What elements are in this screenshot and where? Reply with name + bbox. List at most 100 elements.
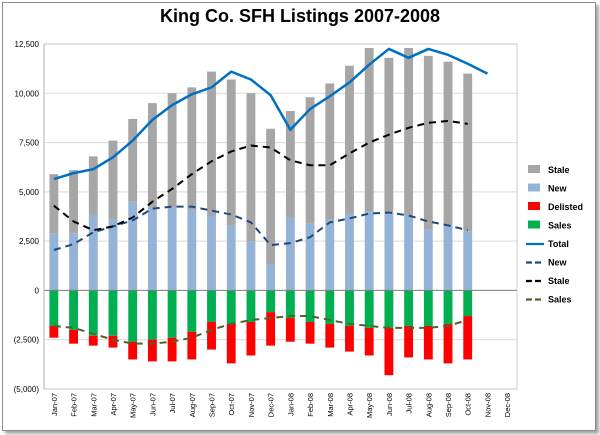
bar-delisted <box>49 325 59 338</box>
legend-label: Total <box>548 239 569 249</box>
bar-stale <box>285 111 295 218</box>
bar-new <box>423 229 433 291</box>
bar-sales <box>128 290 138 342</box>
bar-delisted <box>167 337 177 362</box>
bar-sales <box>167 290 177 338</box>
bar-sales <box>285 290 295 319</box>
bar-delisted <box>69 329 78 344</box>
legend-swatch <box>528 220 540 229</box>
bar-sales <box>443 290 453 324</box>
bar-sales <box>364 290 374 328</box>
bar-stale <box>128 118 138 202</box>
x-tick-label: Feb-08 <box>306 393 315 417</box>
x-tick-label: Oct-08 <box>464 393 473 416</box>
bar-new <box>147 207 157 291</box>
bar-delisted <box>285 318 295 342</box>
legend-label: Sales <box>548 295 572 305</box>
bar-stale <box>207 71 216 216</box>
bar-sales <box>266 290 276 313</box>
bar-stale <box>88 156 98 216</box>
bar-delisted <box>266 312 276 346</box>
bar-delisted <box>128 341 138 360</box>
bar-new <box>49 233 59 291</box>
line-sales <box>53 315 469 345</box>
bar-delisted <box>88 335 98 346</box>
legend-label: Sales <box>548 221 572 231</box>
y-tick-label: 2,500 <box>19 237 40 246</box>
bar-delisted <box>423 325 433 360</box>
x-tick-label: Jan-08 <box>286 393 295 416</box>
bar-sales <box>463 290 473 317</box>
bar-stale <box>266 128 276 265</box>
x-tick-label: Apr-07 <box>109 393 118 416</box>
bar-delisted <box>463 316 473 360</box>
y-tick-label: 0 <box>35 286 40 295</box>
line-total <box>53 47 488 181</box>
bar-sales <box>108 290 118 336</box>
bar-sales <box>147 290 157 340</box>
bar-stale <box>246 93 256 242</box>
bar-new <box>404 215 414 291</box>
bar-new <box>305 223 315 291</box>
bar-new <box>187 209 197 291</box>
chart-frame <box>2 2 596 431</box>
bars <box>49 47 473 376</box>
chart-title: King Co. SFH Listings 2007-2008 <box>159 6 441 26</box>
x-tick-label: Dec-08 <box>503 393 512 417</box>
bar-stale <box>108 140 118 220</box>
bar-sales <box>207 290 216 322</box>
legend: Stale New Delisted Sales Total New Stale Sales <box>526 165 583 305</box>
bar-sales <box>69 290 78 330</box>
y-tick-label: 7,500 <box>19 139 40 148</box>
legend-swatch <box>528 183 540 192</box>
axes: (5,000) (2,500) 0 2,500 5,000 7,500 10,000 12,5… <box>14 40 518 418</box>
bar-stale <box>305 97 315 224</box>
bar-stale <box>364 47 374 212</box>
bar-stale <box>49 174 59 234</box>
x-tick-label: Aug-07 <box>188 393 197 417</box>
bar-stale <box>345 65 354 214</box>
x-tick-label: Dec-07 <box>267 393 276 417</box>
bar-sales <box>187 290 197 332</box>
bar-delisted <box>187 331 197 360</box>
bar-delisted <box>404 325 414 358</box>
bar-new <box>246 241 256 291</box>
bar-sales <box>423 290 433 326</box>
bar-new <box>128 201 138 291</box>
bar-new <box>384 213 394 291</box>
bar-sales <box>305 290 315 322</box>
bar-new <box>443 225 453 291</box>
bar-sales <box>404 290 414 326</box>
x-tick-label: Mar-07 <box>89 393 98 417</box>
bar-delisted <box>147 339 157 362</box>
bar-stale <box>404 47 414 216</box>
x-tick-label: Feb-07 <box>70 393 79 417</box>
bar-delisted <box>364 327 374 356</box>
x-tick-label: Sep-07 <box>208 393 217 417</box>
bar-new <box>69 233 78 291</box>
line-stale <box>53 119 468 232</box>
x-tick-label: Aug-08 <box>424 393 433 417</box>
x-tick-label: Nov-07 <box>247 393 256 417</box>
legend-label: New <box>548 184 568 194</box>
bar-delisted <box>384 327 394 376</box>
bar-stale <box>463 73 473 232</box>
bar-sales <box>325 290 335 324</box>
bar-sales <box>49 290 59 326</box>
x-tick-label: May-07 <box>129 393 138 418</box>
bar-sales <box>226 290 236 324</box>
x-tick-label: Mar-08 <box>326 393 335 417</box>
x-tick-label: Jun-07 <box>148 393 157 416</box>
bar-new <box>285 217 295 291</box>
x-tick-label: Jul-07 <box>168 393 177 413</box>
bar-delisted <box>226 323 236 364</box>
bar-new <box>345 213 354 291</box>
legend-label: New <box>548 258 568 268</box>
bar-new <box>88 215 98 291</box>
legend-swatch <box>528 165 540 173</box>
bar-stale <box>147 103 157 208</box>
bar-new <box>266 264 276 291</box>
bar-delisted <box>325 323 335 348</box>
bar-new <box>108 219 118 291</box>
bar-new <box>463 231 473 291</box>
